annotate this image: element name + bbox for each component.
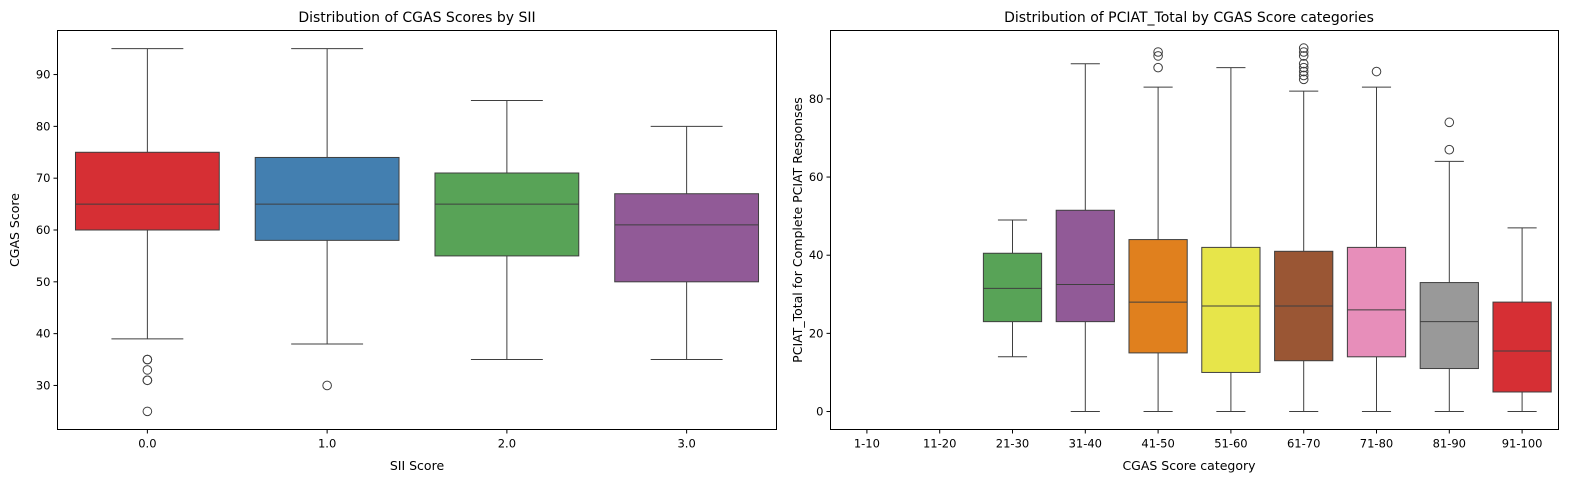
x-axis-label: SII Score [390, 458, 445, 473]
y-tick-label: 60 [36, 223, 51, 237]
y-tick-label: 20 [809, 326, 824, 340]
outlier-point [1298, 62, 1309, 73]
y-tick-label: 0 [816, 405, 823, 419]
y-tick-label: 40 [809, 248, 824, 262]
y-tick-label: 80 [809, 92, 824, 106]
chart-pciat-by-cgas-category: Distribution of PCIAT_Total by CGAS Scor… [790, 10, 1559, 473]
box-81-90 [1419, 282, 1479, 370]
y-tick-label: 60 [809, 170, 824, 184]
y-tick-label: 90 [36, 68, 51, 82]
outlier-point [1298, 74, 1309, 85]
x-tick-label: 11-20 [923, 437, 956, 451]
x-tick-label: 91-100 [1502, 437, 1543, 451]
outlier-point [1153, 47, 1163, 57]
x-tick-label: 41-50 [1141, 437, 1174, 451]
outlier-point [142, 354, 153, 365]
outlier-point [1298, 66, 1309, 77]
chart-title: Distribution of PCIAT_Total by CGAS Scor… [1004, 10, 1374, 26]
x-tick-label: 21-30 [996, 437, 1029, 451]
box-51-60 [1201, 246, 1261, 373]
outlier-point [142, 365, 153, 375]
box-3.0 [614, 193, 760, 283]
x-tick-label: 0.0 [138, 437, 156, 451]
outlier-point [1153, 62, 1163, 73]
box-1.0 [254, 156, 400, 241]
y-tick-label: 80 [36, 119, 51, 133]
chart-title: Distribution of CGAS Scores by SII [298, 10, 535, 26]
y-tick-label: 40 [36, 327, 51, 341]
box-41-50 [1128, 239, 1188, 354]
x-tick-label: 1-10 [854, 437, 880, 451]
box-2.0 [434, 172, 580, 257]
x-tick-label: 61-70 [1287, 437, 1320, 451]
y-axis-label: CGAS Score [7, 193, 22, 267]
outlier-point [1298, 51, 1309, 61]
box-91-100 [1492, 301, 1552, 393]
x-tick-label: 3.0 [677, 437, 695, 451]
outlier-point [1444, 144, 1455, 155]
box-31-40 [1055, 209, 1115, 323]
outlier-point [322, 380, 332, 391]
outlier-point [1153, 51, 1163, 61]
chart-cgas-by-sii: Distribution of CGAS Scores by SII SII S… [7, 10, 777, 473]
x-tick-label: 31-40 [1069, 437, 1102, 451]
x-tick-label: 51-60 [1214, 437, 1247, 451]
outlier-point [142, 406, 153, 417]
y-tick-label: 70 [36, 171, 51, 185]
outlier-point [142, 375, 153, 386]
outlier-point [1371, 66, 1382, 77]
outlier-point [1298, 58, 1309, 69]
box-0.0 [74, 151, 220, 231]
y-axis-label: PCIAT_Total for Complete PCIAT Responses [790, 97, 805, 363]
y-tick-label: 30 [36, 378, 51, 392]
outlier-point [1298, 47, 1309, 57]
plot-frame [57, 30, 777, 430]
box-21-30 [982, 252, 1043, 323]
x-tick-label: 2.0 [498, 437, 516, 451]
x-tick-label: 81-90 [1433, 437, 1466, 451]
x-tick-label: 1.0 [318, 437, 336, 451]
outlier-point [1298, 43, 1309, 53]
plot-frame [830, 30, 1559, 430]
outlier-point [1298, 70, 1309, 81]
x-tick-label: 71-80 [1360, 437, 1393, 451]
box-71-80 [1346, 246, 1407, 358]
outlier-point [1444, 117, 1455, 128]
x-axis-label: CGAS Score category [1122, 458, 1256, 473]
y-tick-label: 50 [36, 275, 51, 289]
